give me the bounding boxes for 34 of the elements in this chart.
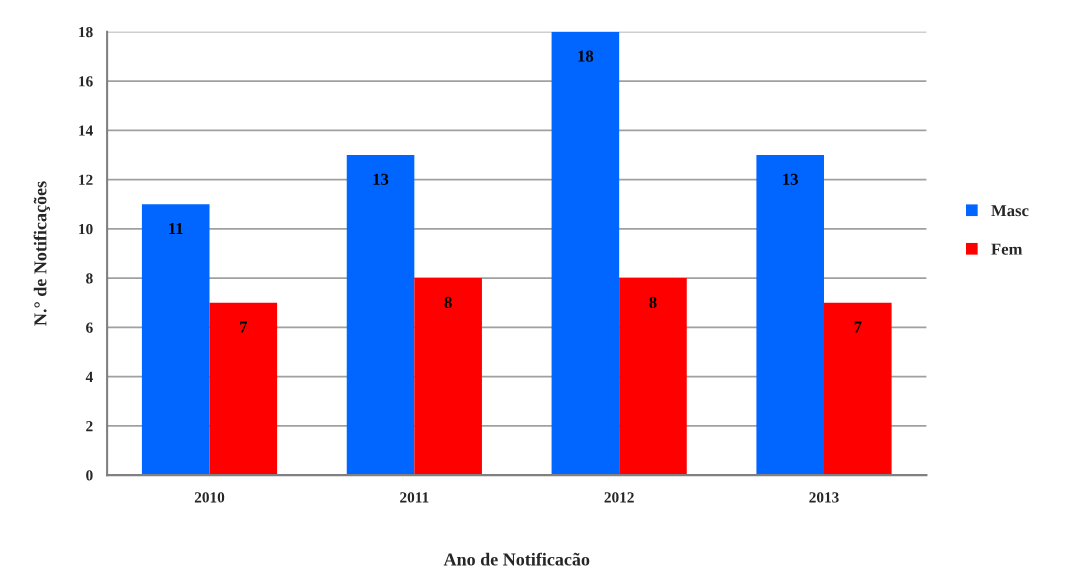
bar	[824, 302, 892, 476]
y-tick-label: 16	[79, 76, 93, 87]
y-tick-label: 18	[79, 26, 93, 38]
bar	[551, 31, 620, 476]
bar	[414, 278, 482, 476]
x-tick-label: 2012	[604, 492, 634, 503]
x-tick-label: 2010	[194, 492, 225, 503]
legend-label: Fem	[991, 243, 1023, 255]
data-label: 7	[240, 321, 248, 333]
bar	[209, 302, 278, 476]
data-label: 8	[649, 296, 657, 309]
x-axis-title: Ano de Notificacão	[443, 552, 590, 566]
y-tick-label: 0	[86, 470, 93, 481]
data-label: 11	[169, 222, 183, 234]
bar	[141, 204, 210, 476]
y-tick-label: 8	[86, 273, 93, 284]
y-tick-label: 10	[79, 223, 93, 235]
y-tick-label: 14	[79, 125, 93, 136]
bar	[619, 278, 687, 476]
legend-label: Masc	[991, 205, 1029, 217]
bar	[346, 154, 415, 476]
x-tick-label: 2013	[809, 492, 839, 503]
bar	[756, 154, 824, 476]
data-label: 18	[578, 50, 594, 62]
y-axis-title: N.° de Notificações	[33, 181, 51, 326]
data-label: 7	[854, 321, 862, 333]
data-label: 13	[783, 173, 798, 185]
y-tick-label: 12	[79, 174, 93, 185]
y-tick-label: 6	[86, 322, 93, 333]
data-label: 8	[444, 296, 452, 309]
x-tick-label: 2011	[400, 492, 429, 503]
y-tick-label: 2	[86, 421, 93, 432]
y-tick-label: 4	[85, 371, 93, 382]
data-label: 13	[373, 173, 389, 185]
